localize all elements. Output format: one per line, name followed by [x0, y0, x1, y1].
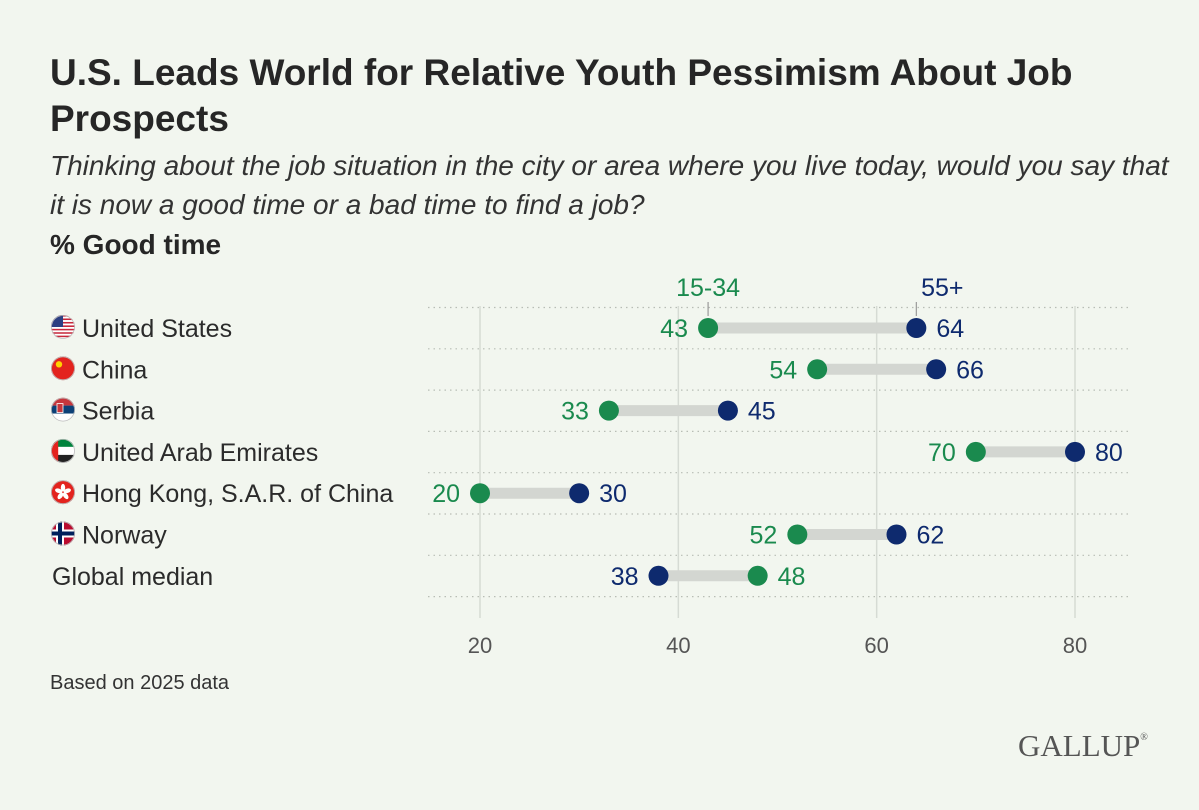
- uae-flag-icon: [51, 438, 75, 463]
- value-label-15-34: 20: [432, 480, 460, 508]
- value-label-55-plus: 66: [956, 356, 984, 384]
- value-label-55-plus: 30: [599, 480, 627, 508]
- value-label-55-plus: 64: [936, 315, 964, 343]
- dot-15-34: [965, 441, 986, 462]
- dot-55-plus: [1065, 441, 1085, 462]
- dot-15-34: [807, 359, 828, 380]
- value-label-15-34: 43: [660, 315, 688, 343]
- value-label-55-plus: 62: [917, 522, 945, 550]
- dot-55-plus: [926, 359, 947, 380]
- category-label: Global median: [52, 563, 213, 591]
- dot-55-plus: [717, 400, 738, 421]
- category-label: Serbia: [82, 398, 154, 426]
- dot-55-plus: [648, 565, 669, 586]
- x-tick-label: 60: [864, 633, 888, 658]
- category-label: China: [82, 356, 147, 384]
- footnote: Based on 2025 data: [50, 672, 230, 694]
- value-label-55-plus: 45: [748, 398, 776, 426]
- us-flag-icon: [51, 315, 75, 339]
- value-label-15-34: 54: [769, 356, 797, 384]
- dot-15-34: [470, 483, 490, 504]
- dot-15-34: [787, 524, 808, 545]
- value-label-15-34: 33: [561, 398, 589, 426]
- china-flag-icon: [51, 356, 75, 381]
- value-label-55-plus: 38: [611, 563, 639, 591]
- legend-55-plus: 55+: [921, 274, 963, 302]
- gallup-logo: GALLUP®: [1018, 728, 1148, 763]
- category-label: United States: [82, 315, 232, 343]
- dot-15-34: [747, 565, 768, 586]
- x-tick-label: 80: [1063, 633, 1087, 658]
- legend-15-34: 15-34: [676, 274, 740, 302]
- measure-label: % Good time: [50, 229, 222, 260]
- norway-flag-icon: [51, 521, 75, 546]
- category-label: United Arab Emirates: [82, 439, 318, 467]
- dot-15-34: [698, 318, 719, 338]
- dot-55-plus: [906, 318, 927, 338]
- serbia-flag-icon: [51, 397, 75, 422]
- value-label-15-34: 48: [778, 563, 806, 591]
- hong-kong-flag-icon: [51, 480, 75, 505]
- chart-subtitle: Thinking about the job situation in the …: [50, 150, 1169, 220]
- value-label-15-34: 70: [928, 439, 956, 467]
- category-label: Hong Kong, S.A.R. of China: [82, 480, 393, 508]
- dot-55-plus: [886, 524, 907, 545]
- x-tick-label: 40: [666, 633, 690, 658]
- dot-55-plus: [569, 483, 590, 504]
- dot-15-34: [598, 400, 619, 421]
- category-label: Norway: [82, 522, 167, 550]
- chart-title: U.S. Leads World for Relative Youth Pess…: [50, 52, 1073, 139]
- x-tick-label: 20: [468, 633, 492, 658]
- value-label-55-plus: 80: [1095, 439, 1123, 467]
- value-label-15-34: 52: [750, 522, 778, 550]
